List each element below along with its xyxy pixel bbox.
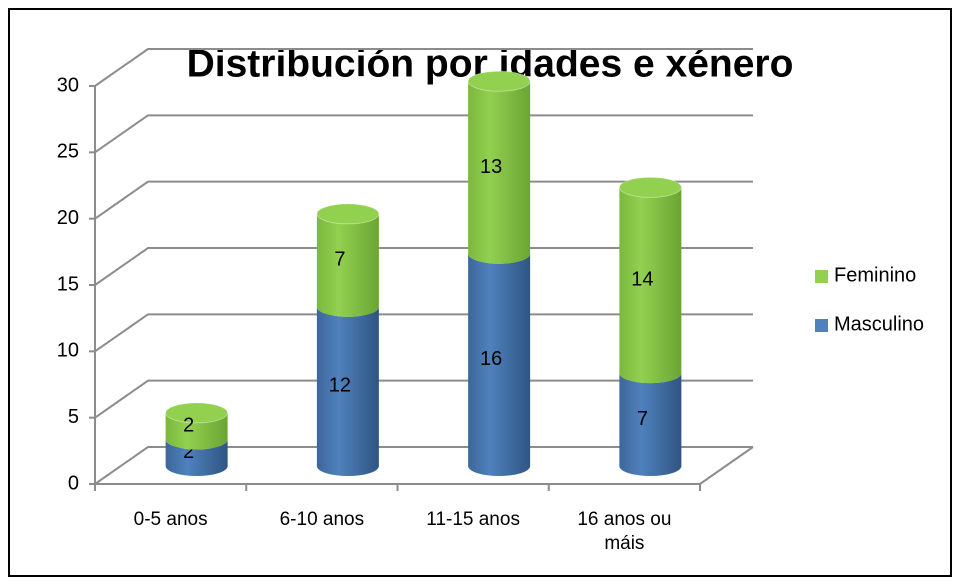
- x-tick-label: 11-15 anos: [426, 509, 520, 530]
- cylinder-segment: [316, 213, 379, 317]
- cylinder-top: [467, 70, 531, 92]
- grid-line: [94, 247, 753, 286]
- x-tick-label: 0-5 anos: [133, 509, 208, 530]
- y-tick-label: 25: [57, 141, 79, 163]
- cylinder-top: [618, 176, 682, 198]
- cylinder-segment: [619, 373, 682, 477]
- data-label: 13: [480, 156, 502, 178]
- cylinder-segment: [619, 187, 682, 384]
- cylinder-top: [165, 402, 229, 424]
- legend-swatch: [815, 270, 828, 283]
- y-tick-label: 20: [57, 207, 79, 229]
- grid-line: [94, 446, 753, 485]
- legend-swatch: [815, 319, 828, 332]
- y-tick-label: 15: [57, 273, 79, 295]
- y-tick-label: 0: [68, 472, 79, 494]
- frame: [8, 8, 952, 577]
- cylinder-segment: [165, 439, 228, 476]
- cylinder-segment: [468, 81, 531, 264]
- grid-line: [94, 379, 753, 419]
- cylinder-segment: [316, 306, 379, 477]
- legend-label: Feminino: [834, 264, 916, 286]
- cylinder-segment: [468, 253, 531, 476]
- data-label: 7: [334, 249, 345, 271]
- data-label: 16: [480, 348, 502, 370]
- y-tick-label: 30: [57, 74, 79, 96]
- grid-line: [94, 313, 753, 353]
- data-label: 2: [183, 414, 194, 436]
- data-label: 14: [631, 269, 653, 291]
- y-tick-label: 10: [57, 340, 79, 362]
- grid-line: [94, 180, 753, 220]
- data-label: 2: [183, 441, 194, 463]
- data-label: 7: [637, 408, 648, 430]
- y-tick-label: 5: [68, 406, 79, 428]
- legend-label: Masculino: [834, 313, 924, 335]
- data-label: 12: [329, 375, 351, 397]
- grid-line: [94, 114, 753, 154]
- grid-line: [94, 48, 753, 87]
- cylinder-top: [316, 203, 380, 225]
- cylinder-segment: [165, 412, 228, 450]
- x-tick-label: 6-10 anos: [279, 509, 365, 530]
- x-tick-label: 16 anos ou máis: [577, 509, 672, 554]
